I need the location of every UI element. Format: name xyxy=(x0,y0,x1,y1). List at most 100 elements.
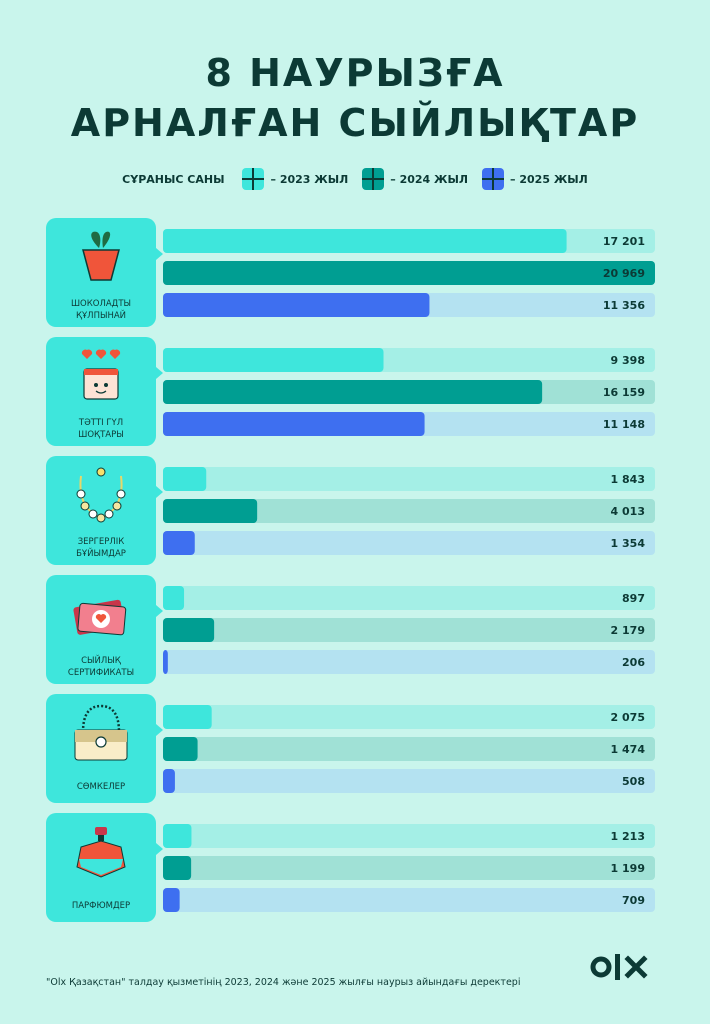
handbag-clasp xyxy=(95,736,107,748)
pot-eye-right xyxy=(104,383,108,387)
category-card-pointer xyxy=(156,605,163,617)
bar-2023 xyxy=(163,229,567,253)
necklace-bead-6 xyxy=(116,489,126,499)
perfume-liquid xyxy=(79,859,123,875)
bar-track xyxy=(163,888,655,912)
category-group-4: СӨМКЕЛЕР 2 075 1 474 508 xyxy=(46,694,655,803)
bar-value-label: 206 xyxy=(622,656,645,669)
flower-heart-1 xyxy=(95,349,107,359)
legend: СҰРАНЫС САНЫ – 2023 ЖЫЛ – 2024 ЖЫЛ – 202… xyxy=(0,168,710,190)
flower-heart-0 xyxy=(81,349,93,359)
flower-pot-band xyxy=(84,369,118,375)
necklace-bead-0 xyxy=(76,489,86,499)
necklace-bead-1 xyxy=(80,501,90,511)
bar-2025 xyxy=(163,293,430,317)
bar-2025 xyxy=(163,769,175,793)
legend-label-2023: – 2023 ЖЫЛ xyxy=(270,172,349,186)
legend-title: СҰРАНЫС САНЫ xyxy=(122,172,225,186)
bar-value-label: 508 xyxy=(622,775,645,788)
bar-track xyxy=(163,499,655,523)
title-line-2: АРНАЛҒАН СЫЙЛЫҚТАР xyxy=(70,101,640,145)
necklace-bead-4 xyxy=(104,509,114,519)
bar-2023 xyxy=(163,467,207,491)
bar-2024 xyxy=(163,380,543,404)
bar-2025 xyxy=(163,650,168,674)
flower-pot-icon xyxy=(81,349,121,400)
category-card-pointer xyxy=(156,843,163,855)
category-card-pointer xyxy=(156,248,163,260)
legend-swatch-2025-icon xyxy=(482,168,505,190)
category-card xyxy=(46,456,156,565)
bar-value-label: 1 474 xyxy=(611,743,646,756)
bar-value-label: 9 398 xyxy=(611,354,645,367)
bar-2024 xyxy=(163,499,258,523)
bar-value-label: 1 199 xyxy=(611,862,645,875)
bar-track xyxy=(163,618,655,642)
category-group-5: ПАРФЮМДЕР 1 213 1 199 709 xyxy=(46,813,655,922)
bar-value-label: 897 xyxy=(622,592,645,605)
certificate-heart xyxy=(95,614,107,623)
bar-value-label: 17 201 xyxy=(603,235,645,248)
gift-certificate-icon xyxy=(73,599,127,636)
perfume-cap xyxy=(95,827,107,835)
bar-value-label: 16 159 xyxy=(603,386,645,399)
bar-value-label: 11 356 xyxy=(603,299,645,312)
necklace-icon xyxy=(76,467,126,523)
strawberry-leaf-right xyxy=(102,231,111,248)
bar-track xyxy=(163,737,655,761)
flower-heart-2 xyxy=(109,349,121,359)
legend-label-2024: – 2024 ЖЫЛ xyxy=(390,172,469,186)
bar-2025 xyxy=(163,412,425,436)
bar-track xyxy=(163,824,655,848)
legend-swatch-2024-icon xyxy=(362,168,385,190)
bar-2024 xyxy=(163,737,198,761)
perfume-icon xyxy=(76,827,126,878)
bar-value-label: 20 969 xyxy=(603,267,645,280)
category-card-pointer xyxy=(156,724,163,736)
category-group-3: СЫЙЛЫҚ СЕРТИФИКАТЫ 897 2 179 206 xyxy=(46,575,655,684)
legend-item-2025: – 2025 ЖЫЛ xyxy=(482,168,588,190)
bar-value-label: 11 148 xyxy=(603,418,645,431)
bar-track xyxy=(163,856,655,880)
necklace-top-bead xyxy=(96,467,106,477)
bar-track xyxy=(163,769,655,793)
bar-value-label: 4 013 xyxy=(611,505,645,518)
category-label: ҚҰЛПЫНАЙ xyxy=(76,309,126,321)
strawberry-body xyxy=(82,249,120,281)
necklace-bead-2 xyxy=(88,509,98,519)
category-label: СЫЙЛЫҚ xyxy=(81,654,122,666)
handbag-flap xyxy=(75,730,127,742)
bar-2023 xyxy=(163,348,384,372)
legend-item-2024: – 2024 ЖЫЛ xyxy=(362,168,468,190)
bar-value-label: 1 843 xyxy=(611,473,645,486)
legend-label-2025: – 2025 ЖЫЛ xyxy=(510,172,588,186)
bar-value-label: 1 213 xyxy=(611,830,645,843)
category-label: БҰЙЫМДАР xyxy=(76,547,126,559)
category-label: ЗЕРГЕРЛІК xyxy=(78,537,125,547)
bar-value-label: 2 075 xyxy=(611,711,645,724)
category-card-pointer xyxy=(156,486,163,498)
bar-track xyxy=(163,650,655,674)
bar-2023 xyxy=(163,705,212,729)
legend-item-2023: – 2023 ЖЫЛ xyxy=(242,168,348,190)
bar-2024 xyxy=(163,618,215,642)
bar-2025 xyxy=(163,531,195,555)
bar-2025 xyxy=(163,888,180,912)
handbag-icon xyxy=(74,704,128,761)
strawberry-icon xyxy=(82,231,120,281)
category-label: ПАРФЮМДЕР xyxy=(72,901,130,911)
category-label: СЕРТИФИКАТЫ xyxy=(68,668,134,678)
title-line-1: 8 НАУРЫЗҒА xyxy=(205,51,505,95)
bar-2024 xyxy=(163,261,655,285)
category-card-pointer xyxy=(156,367,163,379)
bar-track xyxy=(163,705,655,729)
perfume-neck xyxy=(98,835,104,841)
category-label: ТӘТТІ ГҮЛ xyxy=(78,418,123,428)
bar-2023 xyxy=(163,586,185,610)
bar-2024 xyxy=(163,856,192,880)
category-label: ШОҚТАРЫ xyxy=(78,430,123,440)
pot-smile xyxy=(95,390,107,394)
